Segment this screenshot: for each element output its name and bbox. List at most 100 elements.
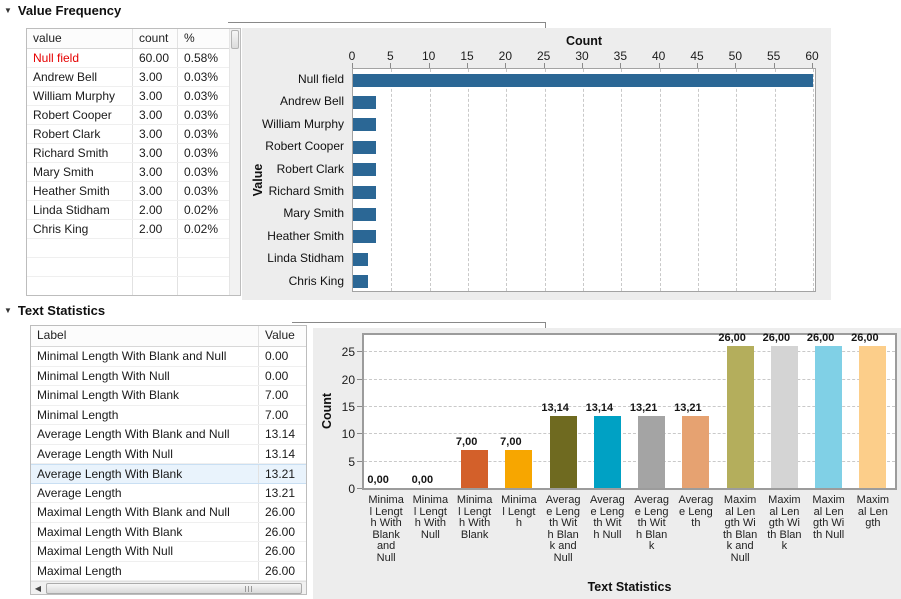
collapse-arrow-icon[interactable]: ▼ xyxy=(4,305,12,315)
frequency-bar xyxy=(353,275,369,289)
y-tick-mark xyxy=(357,351,362,353)
table-row[interactable]: Richard Smith 3.00 0.03% xyxy=(27,144,229,163)
table-row[interactable]: Average Length With Blank 13.21 xyxy=(31,464,306,484)
y-tick-label: 25 xyxy=(341,345,355,360)
section-title-value-frequency: Value Frequency xyxy=(17,3,122,18)
category-label-line: l Lengt xyxy=(458,505,492,518)
table-row[interactable]: Linda Stidham 2.00 0.02% xyxy=(27,201,229,220)
cell-percent: 0.03% xyxy=(184,184,219,198)
x-tick-mark xyxy=(390,63,392,68)
value-frequency-chart: Count Value 0 5 10 15 20 25 30 35 40 45 50 55 60 Null… xyxy=(242,28,831,300)
cell-count: 60.00 xyxy=(133,49,178,67)
x-tick-mark xyxy=(467,63,468,68)
cell-percent xyxy=(178,239,229,257)
frequency-bar xyxy=(353,230,376,244)
stat-bar xyxy=(682,415,710,488)
table-row[interactable]: Minimal Length With Blank 7.00 xyxy=(31,386,306,406)
bar-value-label: 26,00 xyxy=(718,331,746,344)
column-header-label[interactable]: Label xyxy=(31,326,259,346)
scrollbar-thumb[interactable] xyxy=(231,30,239,49)
cell-stat-value: 7.00 xyxy=(265,407,289,422)
table-row[interactable]: William Murphy 3.00 0.03% xyxy=(27,87,229,106)
cell-label: Average Length xyxy=(31,483,259,502)
scroll-left-arrow-icon[interactable]: ◀ xyxy=(34,583,42,593)
table-row[interactable]: Minimal Length With Blank and Null 0.00 xyxy=(31,347,306,367)
gridline xyxy=(544,69,546,291)
cell-count: 3.00 xyxy=(133,125,178,143)
table-row[interactable]: Average Length With Null 13.14 xyxy=(31,444,306,464)
table-row[interactable]: Minimal Length With Null 0.00 xyxy=(31,366,306,386)
cell-stat-value: 13.14 xyxy=(265,446,296,461)
table-row[interactable]: Maximal Length With Blank 26.00 xyxy=(31,522,306,542)
table-row[interactable]: Maximal Length With Blank and Null 26.00 xyxy=(31,503,306,523)
stat-bar xyxy=(593,416,621,488)
gridline xyxy=(506,69,508,291)
category-label-line: Null xyxy=(420,528,440,541)
text-statistics-table: Label Value Minimal Length With Blank and… xyxy=(30,325,307,595)
column-header-value[interactable]: Value xyxy=(265,328,295,342)
table-row[interactable]: Maximal Length 26.00 xyxy=(31,561,306,581)
cell-label: Maximal Length With Blank and Null xyxy=(31,503,259,522)
table-row[interactable] xyxy=(27,239,229,258)
vertical-scrollbar[interactable] xyxy=(229,29,240,295)
table-row[interactable]: Robert Clark 3.00 0.03% xyxy=(27,125,229,144)
table-row[interactable]: Robert Cooper 3.00 0.03% xyxy=(27,106,229,125)
category-label: Averag e Leng th Wit h Blan k xyxy=(630,494,674,553)
gridline xyxy=(813,69,814,291)
category-label: Minima l Lengt h xyxy=(497,494,541,530)
cell-stat-value: 26.00 xyxy=(265,524,296,539)
stat-bar xyxy=(505,449,533,488)
y-tick-mark xyxy=(357,488,362,489)
category-label-line: l Lengt xyxy=(413,505,447,518)
gridline xyxy=(429,69,431,291)
x-tick-mark xyxy=(505,63,507,68)
category-label: Averag e Leng th Wit h Blan k and Null xyxy=(541,494,585,564)
cell-value: Robert Clark xyxy=(27,125,133,143)
category-label-line: h xyxy=(515,517,522,529)
scrollbar-thumb[interactable] xyxy=(46,583,302,594)
collapse-arrow-icon[interactable]: ▼ xyxy=(4,5,12,15)
x-tick-label: 40 xyxy=(651,49,666,63)
table-row[interactable]: Maximal Length With Null 26.00 xyxy=(31,542,306,562)
gridline xyxy=(736,69,738,291)
value-frequency-table-head: value count% xyxy=(27,29,229,49)
bar-value-label: 7,00 xyxy=(455,435,478,448)
table-row[interactable]: Andrew Bell 3.00 0.03% xyxy=(27,68,229,87)
category-label-line: al Len xyxy=(857,505,888,518)
table-row[interactable]: Average Length With Blank and Null 13.14 xyxy=(31,425,306,445)
category-label: Andrew Bell xyxy=(279,94,344,109)
category-label-line: Minima xyxy=(412,494,449,506)
category-label-line: e Leng xyxy=(590,505,625,518)
table-row[interactable]: Chris King 2.00 0.02% xyxy=(27,220,229,239)
table-row[interactable] xyxy=(27,258,229,277)
category-label-line: l Lengt xyxy=(502,505,536,518)
cell-stat-value: 0.00 xyxy=(265,368,289,383)
value-frequency-table: value count% Null field 60.00 0.58% Andrew B… xyxy=(26,28,241,296)
column-header-count[interactable]: count xyxy=(133,29,178,48)
category-label: Minima l Lengt h With Null xyxy=(408,494,452,541)
frequency-bar xyxy=(353,73,813,87)
bar-value-label: 13,14 xyxy=(585,402,614,415)
table-row[interactable]: Mary Smith 3.00 0.03% xyxy=(27,163,229,182)
column-header-value[interactable]: value xyxy=(27,29,133,48)
horizontal-scrollbar[interactable]: ◀ xyxy=(31,581,306,594)
frequency-bar xyxy=(353,163,376,177)
category-label-line: k xyxy=(648,540,655,552)
cell-count: 2.00 xyxy=(133,220,178,238)
gridline xyxy=(364,351,895,353)
x-tick-mark xyxy=(812,63,813,68)
category-label-line: Blank xyxy=(372,528,400,541)
cell-value: Richard Smith xyxy=(27,144,133,162)
table-row[interactable] xyxy=(27,277,229,295)
category-label-line: Blank xyxy=(460,528,489,541)
column-header-pct[interactable]: % xyxy=(184,31,195,45)
bar-value-label: 0,00 xyxy=(367,474,389,486)
y-tick-label: 5 xyxy=(348,454,355,469)
bar-value-label: 26,00 xyxy=(806,331,835,344)
cell-value: Mary Smith xyxy=(27,163,133,181)
table-row[interactable]: Heather Smith 3.00 0.03% xyxy=(27,182,229,201)
table-row[interactable]: Minimal Length 7.00 xyxy=(31,405,306,425)
table-row[interactable]: Null field 60.00 0.58% xyxy=(27,49,229,68)
table-row[interactable]: Average Length 13.21 xyxy=(31,483,306,503)
category-label-line: gth Wi xyxy=(724,517,756,529)
